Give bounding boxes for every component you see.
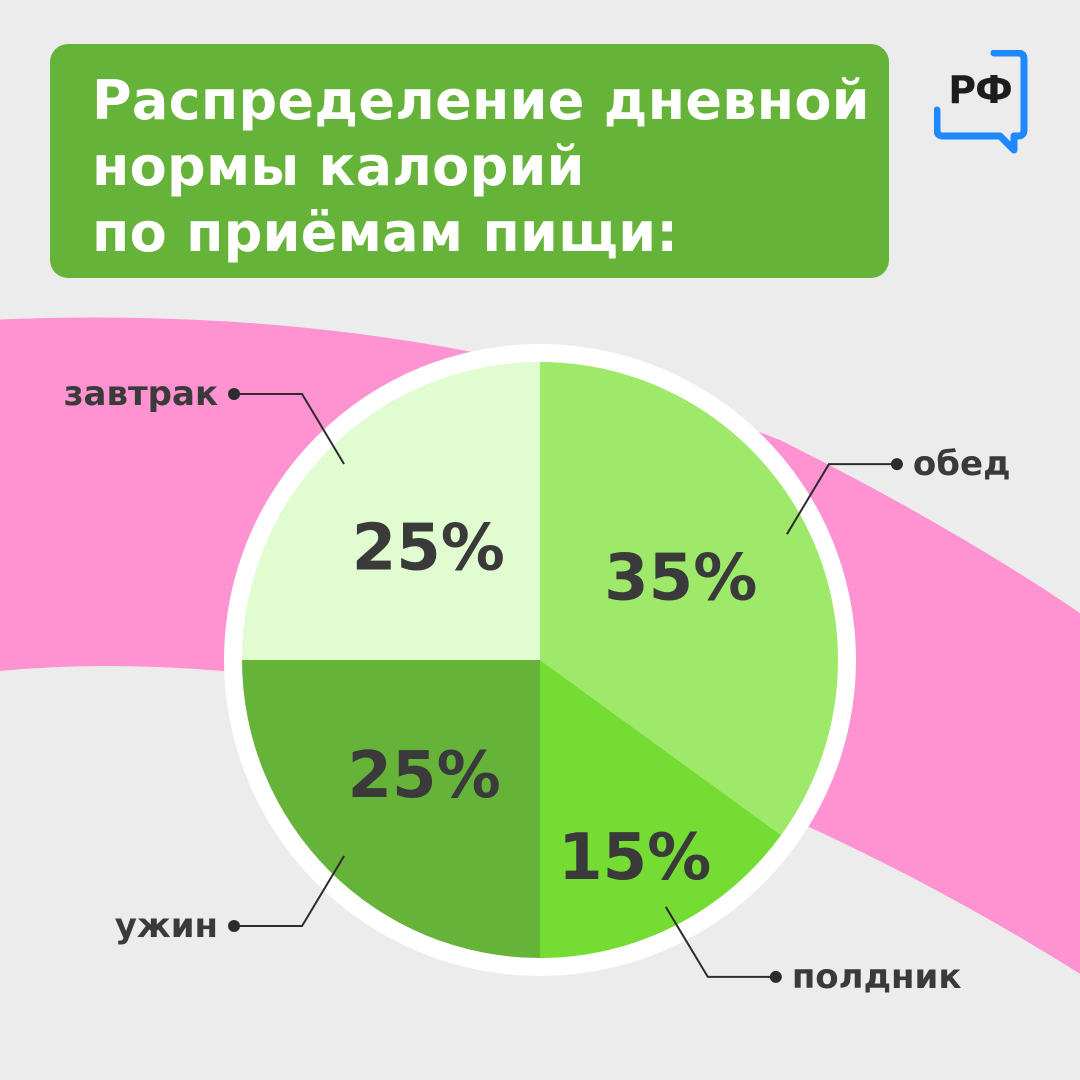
slice-2-leader-dot — [769, 970, 782, 983]
slice-1-percent: 35% — [604, 541, 757, 615]
slice-1 — [540, 362, 839, 836]
title-box: Распределение дневной нормы калорий по п… — [50, 44, 889, 278]
page-title: Распределение дневной нормы калорий по п… — [92, 68, 889, 266]
slice-2-leader-line — [664, 906, 776, 978]
title-line-2: нормы калорий — [92, 135, 585, 198]
logo: РФ — [934, 50, 1032, 154]
pie-group: 35% 15% 25% 25% — [224, 344, 856, 976]
title-line-3: по приёмам пищи: — [92, 201, 679, 264]
labels-group: обед полдник ужин завтрак — [64, 374, 1011, 997]
slice-4-leader-line — [234, 393, 345, 465]
slice-4-category-label: завтрак — [64, 374, 218, 414]
slice-3-leader-dot — [228, 919, 241, 932]
slice-2 — [540, 660, 782, 958]
slice-2-percent: 15% — [558, 821, 711, 895]
slice-1-category-label: обед — [913, 444, 1011, 484]
slice-1-leader-dot — [890, 458, 903, 471]
slice-3 — [242, 660, 540, 958]
slice-1-leader-line — [786, 463, 897, 535]
slice-3-percent: 25% — [348, 739, 501, 813]
slice-3-leader-line — [234, 855, 345, 927]
slice-4 — [242, 362, 540, 660]
slice-2-category-label: полдник — [792, 957, 962, 997]
logo-text: РФ — [948, 68, 1013, 112]
speech-bubble-icon — [934, 50, 1028, 154]
title-line-1: Распределение дневной — [92, 69, 870, 132]
slice-3-category-label: ужин — [115, 906, 218, 946]
slice-4-percent: 25% — [352, 511, 505, 585]
slice-4-leader-dot — [228, 388, 241, 401]
